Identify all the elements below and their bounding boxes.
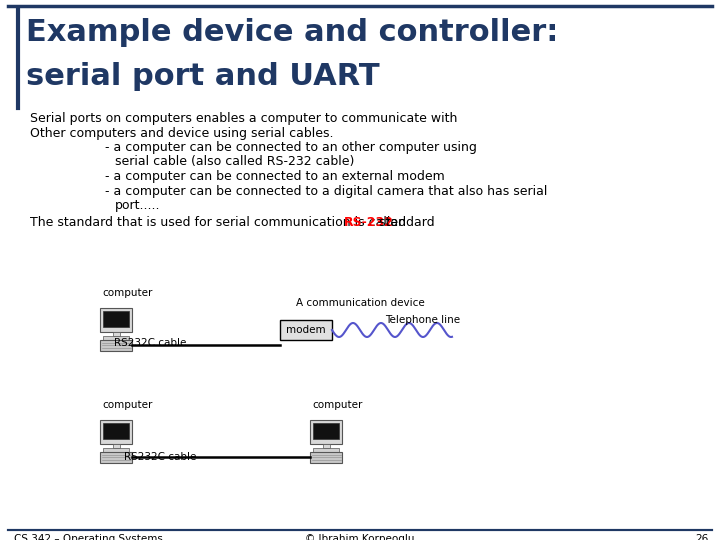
- Bar: [113, 444, 120, 448]
- Text: A communication device: A communication device: [296, 298, 424, 308]
- Text: - a computer can be connected to an external modem: - a computer can be connected to an exte…: [105, 170, 445, 183]
- Bar: [313, 423, 339, 438]
- Bar: [313, 448, 339, 453]
- Text: RS232C cable: RS232C cable: [114, 338, 186, 348]
- Bar: [310, 453, 342, 462]
- Text: serial port and UART: serial port and UART: [26, 62, 379, 91]
- Text: The standard that is used for serial communication is called: The standard that is used for serial com…: [30, 215, 410, 228]
- Bar: [100, 308, 132, 332]
- Text: CS 342 – Operating Systems: CS 342 – Operating Systems: [14, 534, 163, 540]
- Bar: [310, 420, 342, 444]
- Text: © Ibrahim Korpeoglu: © Ibrahim Korpeoglu: [305, 534, 415, 540]
- Text: - a computer can be connected to a digital camera that also has serial: - a computer can be connected to a digit…: [105, 185, 547, 198]
- Bar: [113, 332, 120, 336]
- Text: Serial ports on computers enables a computer to communicate with: Serial ports on computers enables a comp…: [30, 112, 457, 125]
- Text: Example device and controller:: Example device and controller:: [26, 18, 559, 47]
- Text: computer: computer: [102, 288, 153, 298]
- Text: 26: 26: [695, 534, 708, 540]
- Text: Other computers and device using serial cables.: Other computers and device using serial …: [30, 126, 333, 139]
- Text: serial cable (also called RS-232 cable): serial cable (also called RS-232 cable): [115, 156, 354, 168]
- Text: The standard that is used for serial communication is called RS-232: The standard that is used for serial com…: [0, 539, 1, 540]
- Text: standard: standard: [375, 215, 435, 228]
- Bar: [104, 336, 129, 340]
- Bar: [280, 320, 332, 340]
- Bar: [104, 448, 129, 453]
- Bar: [104, 423, 129, 438]
- Text: modem: modem: [286, 325, 326, 335]
- Bar: [323, 444, 330, 448]
- Text: Telephone line: Telephone line: [385, 315, 460, 325]
- Text: RS-232: RS-232: [344, 215, 394, 228]
- Text: computer: computer: [312, 400, 362, 410]
- Bar: [100, 453, 132, 462]
- Bar: [100, 420, 132, 444]
- Bar: [100, 340, 132, 350]
- Text: RS232C cable: RS232C cable: [124, 452, 196, 462]
- Text: port.....: port.....: [115, 199, 161, 212]
- Text: computer: computer: [102, 400, 153, 410]
- Bar: [104, 312, 129, 327]
- Text: - a computer can be connected to an other computer using: - a computer can be connected to an othe…: [105, 141, 477, 154]
